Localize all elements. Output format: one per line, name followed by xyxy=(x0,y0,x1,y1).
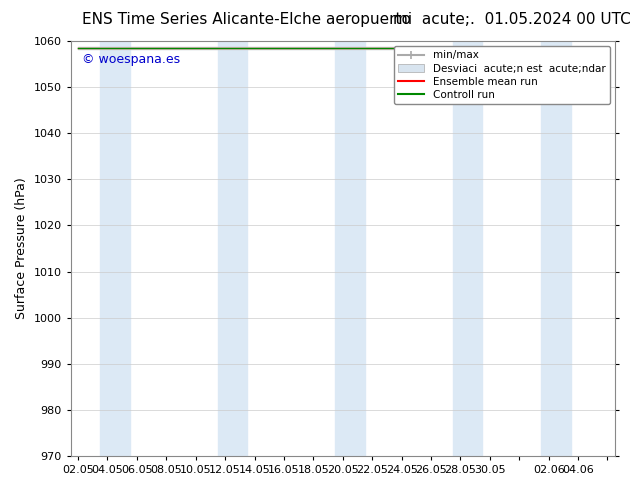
Bar xyxy=(100,41,129,456)
Legend: min/max, Desviaci  acute;n est  acute;ndar, Ensemble mean run, Controll run: min/max, Desviaci acute;n est acute;ndar… xyxy=(394,46,610,104)
Bar xyxy=(541,41,571,456)
Text: © woespana.es: © woespana.es xyxy=(82,53,179,67)
Text: mi  acute;.  01.05.2024 00 UTC: mi acute;. 01.05.2024 00 UTC xyxy=(393,12,631,27)
Bar xyxy=(453,41,482,456)
Y-axis label: Surface Pressure (hPa): Surface Pressure (hPa) xyxy=(15,178,28,319)
Bar xyxy=(335,41,365,456)
Bar xyxy=(217,41,247,456)
Text: ENS Time Series Alicante-Elche aeropuerto: ENS Time Series Alicante-Elche aeropuert… xyxy=(82,12,411,27)
